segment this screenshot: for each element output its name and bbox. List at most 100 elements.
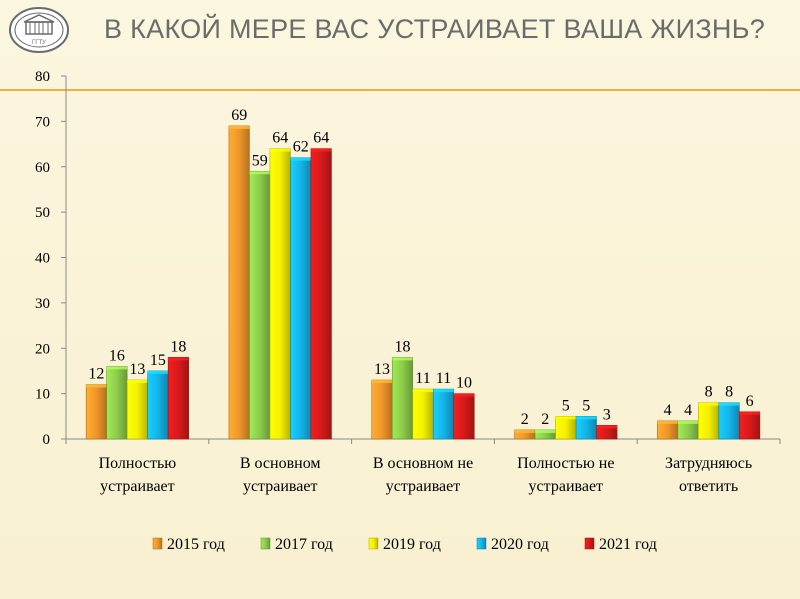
bar-cap	[249, 171, 270, 175]
data-label: 11	[415, 370, 430, 387]
bar-cap	[535, 429, 556, 433]
y-tick-label: 70	[35, 114, 50, 130]
data-label: 6	[746, 393, 754, 410]
y-tick-label: 60	[35, 160, 50, 176]
data-label: 15	[150, 352, 166, 369]
data-label: 13	[129, 361, 145, 378]
bar	[85, 384, 107, 440]
bar-cap	[596, 425, 618, 429]
data-label: 12	[88, 366, 104, 383]
data-label: 4	[664, 402, 672, 419]
bar	[575, 416, 597, 440]
bar-cap	[412, 389, 434, 393]
data-label: 3	[603, 406, 611, 423]
bar	[412, 388, 434, 440]
bar	[739, 411, 761, 440]
data-label: 10	[456, 375, 472, 392]
bar	[432, 388, 455, 440]
bar-cap	[310, 148, 332, 152]
legend-entry: 2021 год	[599, 536, 657, 553]
bar-cap	[371, 380, 393, 384]
bar-cap	[657, 420, 678, 424]
bar-cap	[168, 357, 189, 361]
data-label: 18	[170, 338, 186, 355]
bar-cap	[392, 357, 413, 361]
bar	[106, 366, 128, 440]
bar-cap	[106, 366, 128, 370]
bar	[718, 402, 740, 440]
bar-cap	[228, 125, 250, 129]
bar-cap	[718, 402, 740, 406]
data-label: 8	[705, 384, 713, 401]
legend-entry: 2017 год	[275, 536, 333, 553]
logo-text: ГГТУ	[32, 40, 46, 46]
legend-swatch	[368, 537, 379, 550]
bar-cap	[453, 393, 475, 397]
category-label: Затрудняюсь ответить	[665, 455, 752, 495]
data-label: 59	[252, 152, 268, 169]
data-label: 5	[582, 397, 590, 414]
legend-entry: 2015 год	[167, 536, 225, 553]
y-tick-label: 40	[35, 251, 50, 267]
bar	[249, 170, 271, 440]
bar-cap	[86, 384, 107, 388]
legend-swatch	[584, 537, 595, 550]
y-tick-label: 30	[35, 296, 50, 312]
data-label: 2	[541, 411, 549, 428]
data-label: 64	[313, 130, 329, 147]
bar	[310, 148, 332, 440]
bar	[126, 379, 148, 440]
bar-cap	[433, 389, 454, 393]
bar	[371, 379, 393, 440]
legend-entry: 2019 год	[383, 536, 441, 553]
y-tick-label: 50	[35, 205, 50, 221]
y-tick-label: 80	[35, 69, 50, 85]
title-divider	[0, 89, 800, 91]
page-title: В КАКОЙ МЕРЕ ВАС УСТРАИВАЕТ ВАША ЖИЗНЬ?	[104, 14, 766, 44]
data-label: 64	[272, 130, 288, 147]
legend-swatch	[152, 537, 163, 550]
legend-swatch	[260, 537, 271, 550]
university-logo-icon: ГГТУ	[9, 7, 69, 53]
bar-cap	[576, 416, 597, 420]
data-label: 62	[293, 139, 309, 156]
bar-cap	[739, 411, 760, 415]
bar-cap	[290, 157, 311, 161]
bar	[391, 357, 414, 440]
bar	[290, 157, 312, 440]
bar	[698, 402, 720, 440]
bar	[555, 416, 577, 440]
data-label: 16	[109, 347, 125, 364]
legend-entry: 2020 год	[491, 536, 549, 553]
legend-swatch	[476, 537, 487, 550]
y-tick-label: 0	[43, 432, 51, 448]
bar-cap	[677, 420, 699, 424]
bar	[228, 125, 250, 440]
y-tick-label: 20	[35, 341, 50, 357]
bar	[167, 357, 189, 440]
bar-cap	[555, 416, 577, 420]
data-label: 8	[725, 384, 733, 401]
y-tick-label: 10	[35, 387, 50, 403]
bar	[147, 370, 169, 440]
data-label: 4	[684, 402, 692, 419]
bar	[453, 393, 475, 440]
data-label: 2	[521, 411, 529, 428]
data-label: 11	[436, 370, 451, 387]
category-label: Полностью не устраивает	[517, 455, 614, 495]
bar	[269, 148, 291, 440]
data-label: 69	[231, 107, 247, 124]
bar-cap	[127, 380, 148, 384]
bar-cap	[698, 402, 719, 406]
bar-cap	[147, 370, 169, 374]
data-label: 5	[562, 397, 570, 414]
category-label: В основном не устраивает	[373, 455, 473, 495]
data-label: 18	[395, 338, 411, 355]
bar-cap	[269, 148, 291, 152]
bar-cap	[514, 429, 536, 433]
data-label: 13	[374, 361, 390, 378]
category-label: В основном устраивает	[240, 455, 321, 495]
category-label: Полностью устраивает	[99, 455, 177, 495]
